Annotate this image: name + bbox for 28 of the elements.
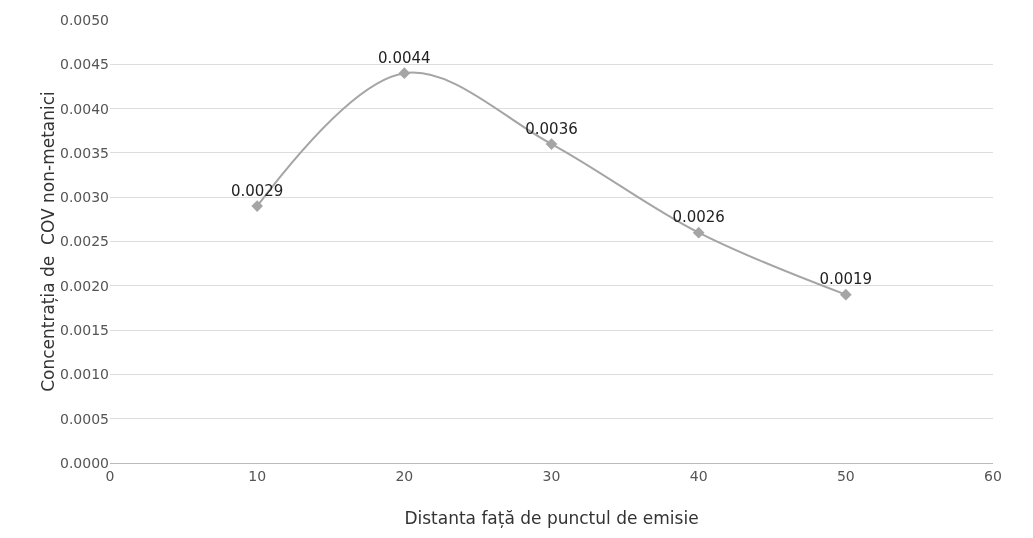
y-tick-label: 0.0045 [60, 56, 109, 73]
data-label: 0.0029 [230, 181, 284, 200]
data-label: 0.0044 [378, 48, 431, 67]
y-axis-title: Concentrația de COV non-metanici [38, 91, 58, 392]
x-tick-label: 20 [395, 467, 414, 484]
y-tick-label: 0.0035 [60, 144, 109, 161]
point [398, 67, 411, 80]
x-tick-label: 60 [984, 467, 1002, 484]
y-tick-label: 0.0040 [60, 100, 109, 117]
point [545, 138, 558, 150]
x-tick-label: 30 [542, 467, 561, 484]
x-tick-label: 50 [836, 467, 855, 484]
y-tick-label: 0.0050 [60, 11, 109, 28]
point [251, 200, 264, 212]
x-tick-label: 10 [248, 467, 267, 484]
y-tick-label: 0.0020 [60, 277, 109, 294]
data-label: 0.0036 [525, 119, 578, 138]
data-label: 0.0026 [672, 208, 725, 227]
y-tick-label: 0.0025 [60, 233, 109, 250]
y-tick-label: 0.0030 [60, 189, 109, 206]
y-tick-label: 0.0010 [60, 366, 109, 383]
data-label: 0.0019 [819, 270, 873, 289]
point [692, 226, 705, 239]
x-axis-title: Distanta față de punctul de emisie [404, 508, 699, 528]
point [839, 288, 852, 301]
y-tick-label: 0.0005 [60, 410, 109, 427]
y-tick-label: 0.0015 [60, 322, 109, 338]
x-tick-label: 40 [689, 467, 708, 484]
